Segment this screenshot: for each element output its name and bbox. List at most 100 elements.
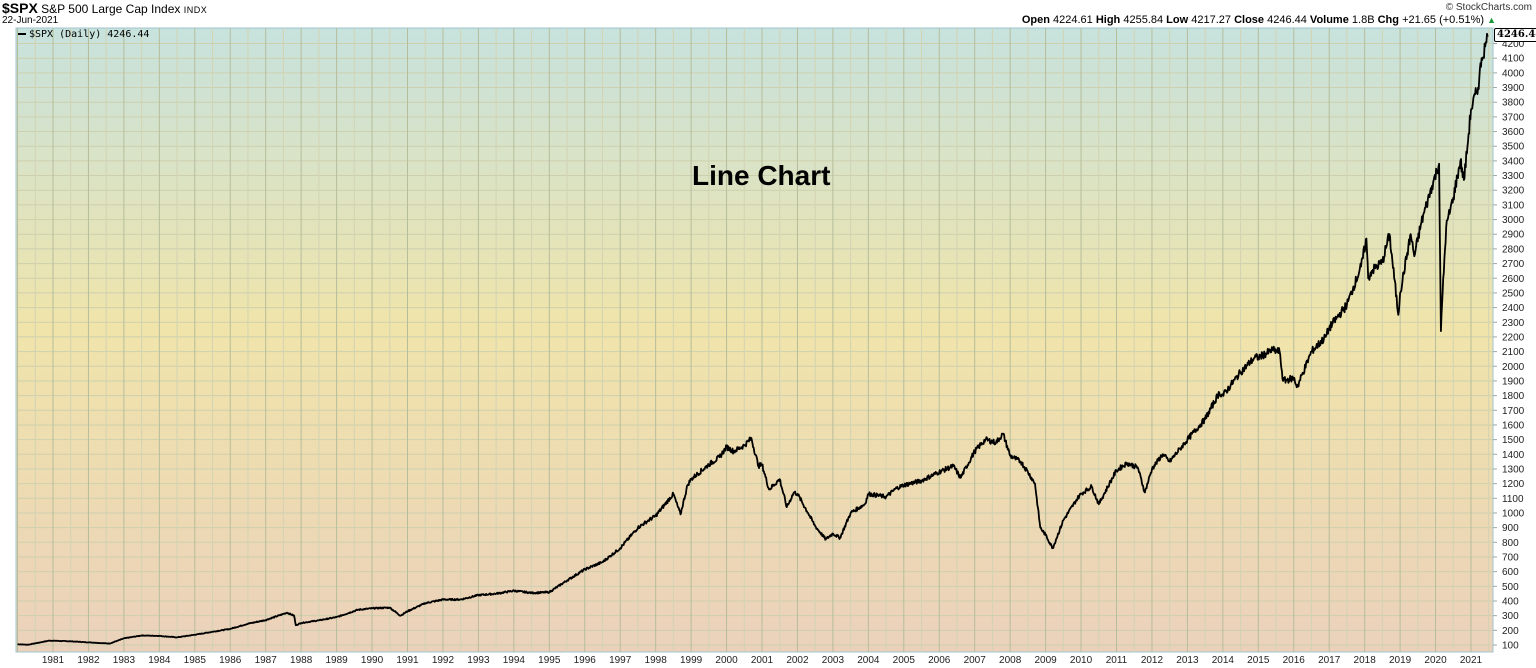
high-value: 4255.84 [1123,14,1164,26]
svg-text:1999: 1999 [680,655,703,666]
svg-text:2010: 2010 [1070,655,1093,666]
svg-text:1300: 1300 [1502,464,1525,475]
x-axis: 1981 1982 1983 1984 1985 1986 1987 1988 1989 1990… [42,655,1483,666]
symbol: $SPX [2,0,38,16]
svg-text:400: 400 [1502,596,1519,607]
svg-text:4100: 4100 [1502,54,1525,65]
chart-title: $SPX S&P 500 Large Cap Index INDX [2,0,207,16]
svg-text:1000: 1000 [1502,508,1525,519]
svg-text:2007: 2007 [964,655,987,666]
svg-text:300: 300 [1502,611,1519,622]
svg-text:2017: 2017 [1318,655,1341,666]
chart-date: 22-Jun-2021 [2,15,59,26]
svg-text:2700: 2700 [1502,259,1525,270]
svg-text:3600: 3600 [1502,127,1525,138]
svg-text:2800: 2800 [1502,244,1525,255]
svg-text:1200: 1200 [1502,479,1525,490]
svg-text:200: 200 [1502,626,1519,637]
svg-text:2200: 2200 [1502,332,1525,343]
volume-label: Volume [1309,14,1349,26]
svg-text:3500: 3500 [1502,142,1525,153]
svg-text:1900: 1900 [1502,376,1525,387]
svg-text:1600: 1600 [1502,420,1525,431]
svg-text:3200: 3200 [1502,186,1525,197]
svg-text:2021: 2021 [1460,655,1483,666]
svg-text:2005: 2005 [893,655,916,666]
svg-text:1986: 1986 [219,655,242,666]
low-label: Low [1166,14,1189,26]
open-value: 4224.61 [1053,14,1093,26]
svg-text:2009: 2009 [1034,655,1057,666]
svg-text:1994: 1994 [503,655,526,666]
svg-text:1996: 1996 [574,655,597,666]
svg-text:100: 100 [1502,641,1519,652]
svg-text:2011: 2011 [1106,655,1128,666]
svg-text:2100: 2100 [1502,347,1525,358]
svg-text:3300: 3300 [1502,171,1525,182]
svg-text:1100: 1100 [1502,494,1524,505]
volume-value: 1.8B [1351,14,1375,26]
svg-text:2300: 2300 [1502,318,1525,329]
svg-text:2019: 2019 [1389,655,1412,666]
svg-text:700: 700 [1502,552,1519,563]
svg-text:1993: 1993 [467,655,490,666]
svg-text:1981: 1981 [42,655,65,666]
svg-text:1992: 1992 [432,655,455,666]
svg-text:1998: 1998 [645,655,668,666]
svg-text:2400: 2400 [1502,303,1525,314]
copyright: © StockCharts.com [1445,2,1532,13]
last-value-tag: 4246.44 [1494,28,1536,42]
svg-text:900: 900 [1502,523,1519,534]
svg-text:1985: 1985 [184,655,207,666]
svg-text:2018: 2018 [1354,655,1377,666]
ohlc-summary: Open 4224.61 High 4255.84 Low 4217.27 Cl… [1022,14,1496,26]
svg-text:1997: 1997 [609,655,632,666]
svg-text:4000: 4000 [1502,68,1525,79]
svg-text:2000: 2000 [1502,362,1525,373]
legend-label: $SPX (Daily) 4246.44 [29,29,150,40]
svg-text:2004: 2004 [857,655,880,666]
svg-text:1500: 1500 [1502,435,1525,446]
svg-text:1988: 1988 [290,655,313,666]
svg-text:1982: 1982 [77,655,100,666]
y-axis: 100 200 300 400 500 600 700 800 900 1000 1100 1200 1… [1493,39,1525,652]
gridlines [16,28,1493,652]
chg-value: +21.65 (+0.51%) [1402,14,1485,26]
svg-text:1983: 1983 [113,655,136,666]
svg-text:1990: 1990 [361,655,384,666]
svg-text:2002: 2002 [786,655,809,666]
open-label: Open [1021,14,1050,26]
exchange: INDX [183,5,208,15]
index-name: S&P 500 Large Cap Index [41,2,181,16]
svg-text:2020: 2020 [1424,655,1447,666]
svg-text:2003: 2003 [822,655,845,666]
svg-text:1987: 1987 [255,655,278,666]
svg-text:3700: 3700 [1502,112,1525,123]
svg-text:600: 600 [1502,567,1519,578]
svg-text:4200: 4200 [1502,39,1525,50]
svg-text:2008: 2008 [999,655,1022,666]
svg-text:500: 500 [1502,582,1519,593]
svg-text:2900: 2900 [1502,230,1525,241]
svg-text:1700: 1700 [1502,406,1525,417]
svg-text:800: 800 [1502,538,1519,549]
svg-text:1995: 1995 [538,655,561,666]
close-value: 4246.44 [1267,14,1307,26]
triangle-up-icon: ▲ [1487,15,1496,25]
svg-text:3100: 3100 [1502,200,1525,211]
svg-text:2016: 2016 [1283,655,1306,666]
svg-text:2015: 2015 [1247,655,1270,666]
svg-text:2000: 2000 [715,655,738,666]
svg-text:3000: 3000 [1502,215,1525,226]
svg-text:2012: 2012 [1141,655,1164,666]
svg-text:2500: 2500 [1502,288,1525,299]
svg-text:1400: 1400 [1502,450,1525,461]
price-line [17,32,1489,646]
chart-annotation: Line Chart [692,160,831,191]
high-label: High [1095,14,1121,26]
plot-area [15,27,1494,653]
legend-line-icon [18,33,26,35]
svg-text:1984: 1984 [148,655,171,666]
svg-text:2600: 2600 [1502,274,1525,285]
